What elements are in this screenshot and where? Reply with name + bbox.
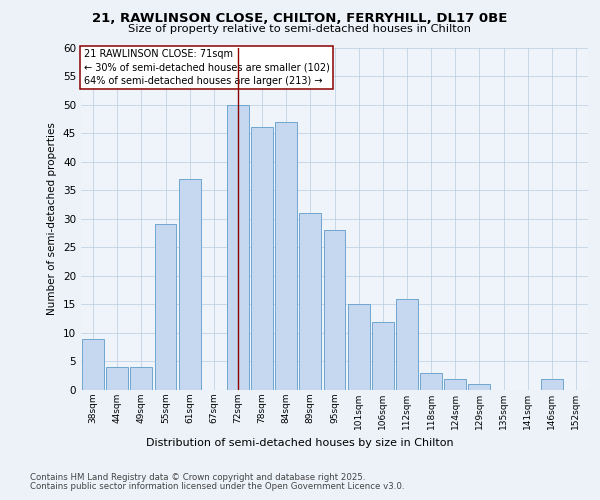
Bar (323, 230, 346, 390)
Bar (348, 304, 370, 390)
Bar (130, 367, 152, 390)
Bar (251, 128, 273, 390)
Text: 21 RAWLINSON CLOSE: 71sqm
← 30% of semi-detached houses are smaller (102)
64% of: 21 RAWLINSON CLOSE: 71sqm ← 30% of semi-… (83, 49, 329, 86)
Text: Contains public sector information licensed under the Open Government Licence v3: Contains public sector information licen… (30, 482, 404, 491)
Bar (372, 322, 394, 390)
Bar (179, 179, 200, 390)
Text: 21, RAWLINSON CLOSE, CHILTON, FERRYHILL, DL17 0BE: 21, RAWLINSON CLOSE, CHILTON, FERRYHILL,… (92, 12, 508, 26)
Bar (155, 224, 176, 390)
Text: Contains HM Land Registry data © Crown copyright and database right 2025.: Contains HM Land Registry data © Crown c… (30, 472, 365, 482)
Bar (82, 338, 104, 390)
Y-axis label: Number of semi-detached properties: Number of semi-detached properties (47, 122, 58, 315)
Bar (227, 104, 249, 390)
Bar (541, 378, 563, 390)
Bar (469, 384, 490, 390)
Text: Distribution of semi-detached houses by size in Chilton: Distribution of semi-detached houses by … (146, 438, 454, 448)
Bar (420, 373, 442, 390)
Text: Size of property relative to semi-detached houses in Chilton: Size of property relative to semi-detach… (128, 24, 472, 34)
Bar (299, 213, 321, 390)
Bar (396, 298, 418, 390)
Bar (106, 367, 128, 390)
Bar (445, 378, 466, 390)
Bar (275, 122, 297, 390)
